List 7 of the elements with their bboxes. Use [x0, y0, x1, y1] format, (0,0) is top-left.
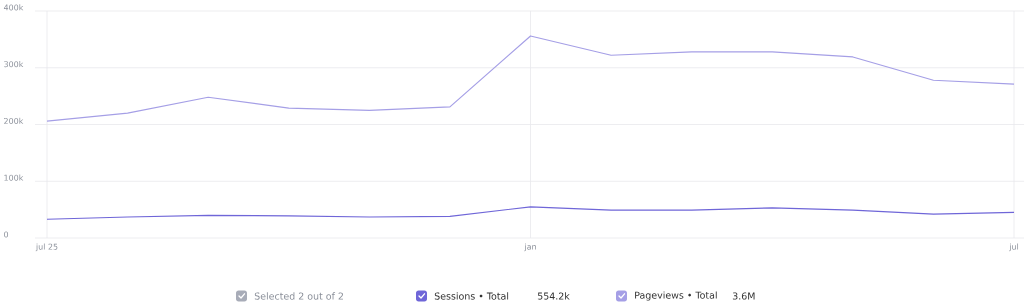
text: Selected 2 out of 2 [254, 292, 343, 300]
line-series [46, 35, 1015, 122]
legend-label: Sessions • Total [434, 292, 509, 300]
legend-label: Pageviews • Total [635, 291, 717, 301]
text: 554.2k [537, 292, 570, 300]
line-series [46, 206, 1015, 220]
text: 3.6M [732, 292, 755, 300]
